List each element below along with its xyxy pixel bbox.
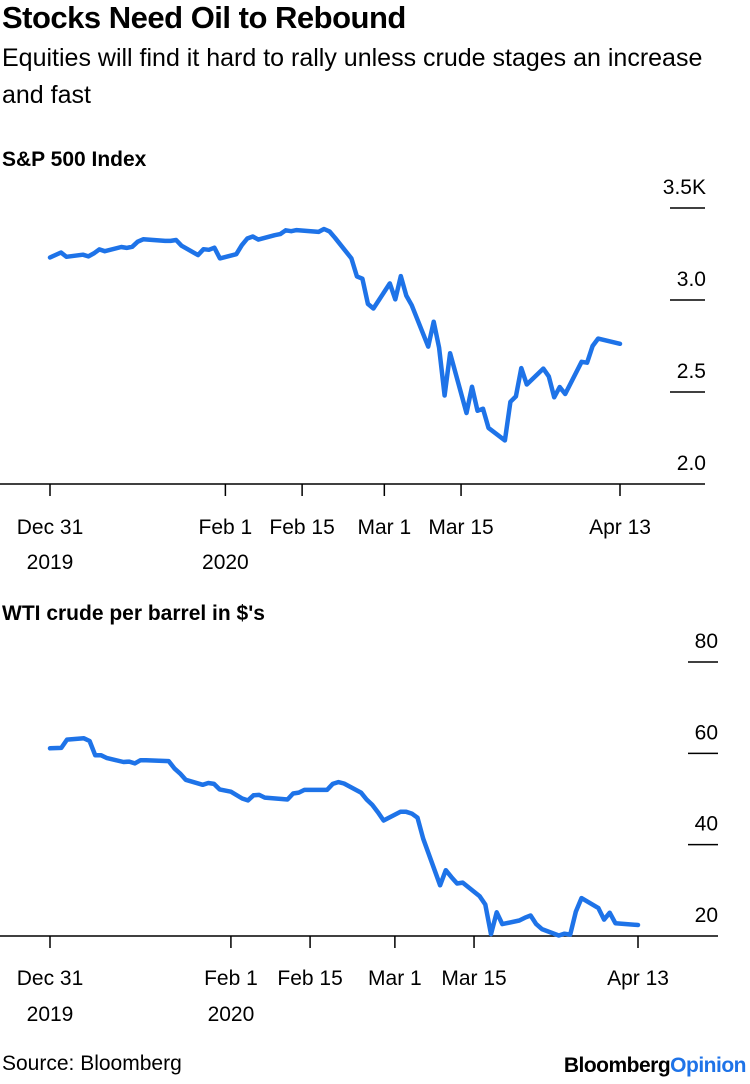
x-tick-label: Feb 15 [277,967,342,990]
y-tick-label: 20 [695,904,718,927]
x-tick-year-label: 2020 [202,551,249,574]
brand-logo-main: Bloomberg [563,1054,671,1077]
x-tick-year-label: 2019 [27,551,74,574]
x-tick-label: Apr 13 [607,967,669,990]
y-tick-label: 80 [695,630,718,653]
x-tick-label: Dec 31 [17,967,84,990]
x-tick-label: Apr 13 [589,516,651,539]
panel-title: WTI crude per barrel in $'s [2,602,265,625]
x-tick-year-label: 2020 [208,1003,255,1026]
x-tick-label: Feb 15 [269,516,334,539]
panel-title: S&P 500 Index [2,148,147,171]
y-tick-label: 60 [695,721,718,744]
series-line [47,736,641,938]
chart-title: Stocks Need Oil to Rebound [2,0,406,35]
x-tick-label: Mar 1 [357,516,411,539]
brand-logo-accent: Opinion [670,1054,746,1077]
y-tick-label: 2.0 [677,452,706,475]
x-tick-label: Mar 1 [368,967,422,990]
x-tick-label: Mar 15 [428,516,493,539]
y-tick-label: 2.5 [677,360,706,383]
x-tick-label: Feb 1 [204,967,258,990]
source-note: Source: Bloomberg [2,1052,182,1075]
chart-subtitle: Equities will find it hard to rally unle… [2,44,703,109]
x-tick-label: Mar 15 [441,967,506,990]
y-tick-label: 40 [695,813,718,836]
x-tick-label: Feb 1 [199,516,253,539]
x-tick-label: Dec 31 [17,516,84,539]
y-tick-label: 3.5K [663,176,706,199]
y-tick-label: 3.0 [677,268,706,291]
series-line [47,226,623,443]
brand-logo: BloombergOpinion [563,1054,747,1078]
x-tick-year-label: 2019 [27,1003,74,1026]
